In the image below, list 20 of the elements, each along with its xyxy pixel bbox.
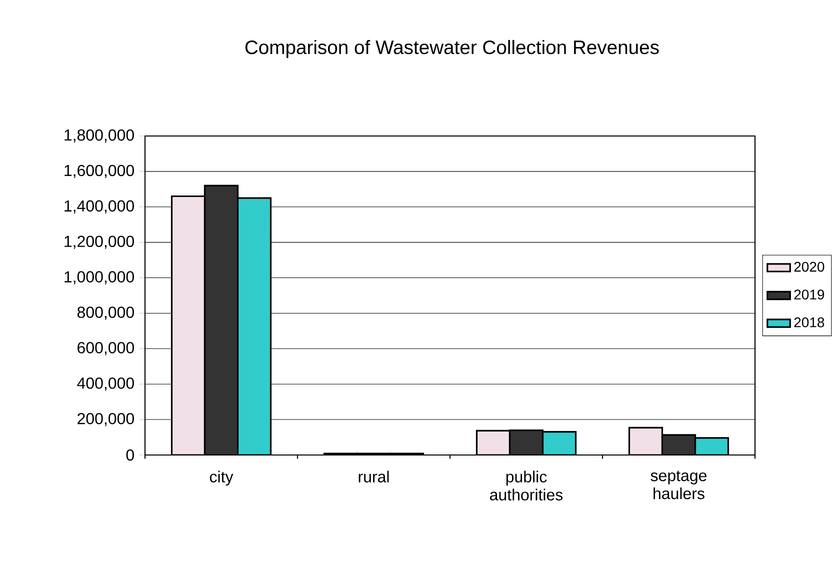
- legend-label: 2019: [794, 290, 824, 300]
- bar: [170, 195, 206, 455]
- x-tick-label: city: [210, 470, 234, 486]
- x-tick-label: public authorities: [490, 470, 563, 500]
- y-tick-label: 1,400,000: [64, 200, 134, 214]
- y-tick-label: 400,000: [77, 377, 134, 391]
- chart-title: Comparison of Wastewater Collection Revenues: [245, 40, 659, 58]
- y-tick-label: 1,000,000: [64, 271, 134, 284]
- y-tick-label: 0: [126, 449, 134, 461]
- y-tick-label: 800,000: [77, 306, 134, 320]
- y-tick-label: 1,200,000: [64, 236, 134, 249]
- legend-label: 2020: [794, 262, 824, 272]
- y-tick-label: 1,800,000: [64, 129, 134, 143]
- legend-label: 2018: [794, 317, 824, 328]
- y-tick-label: 1,600,000: [64, 164, 134, 178]
- bar: [204, 184, 239, 455]
- x-tick-label: septage haulers: [650, 470, 706, 500]
- x-tick-label: rural: [358, 470, 389, 482]
- y-tick-label: 600,000: [78, 342, 134, 356]
- y-tick-label: 200,000: [78, 412, 134, 426]
